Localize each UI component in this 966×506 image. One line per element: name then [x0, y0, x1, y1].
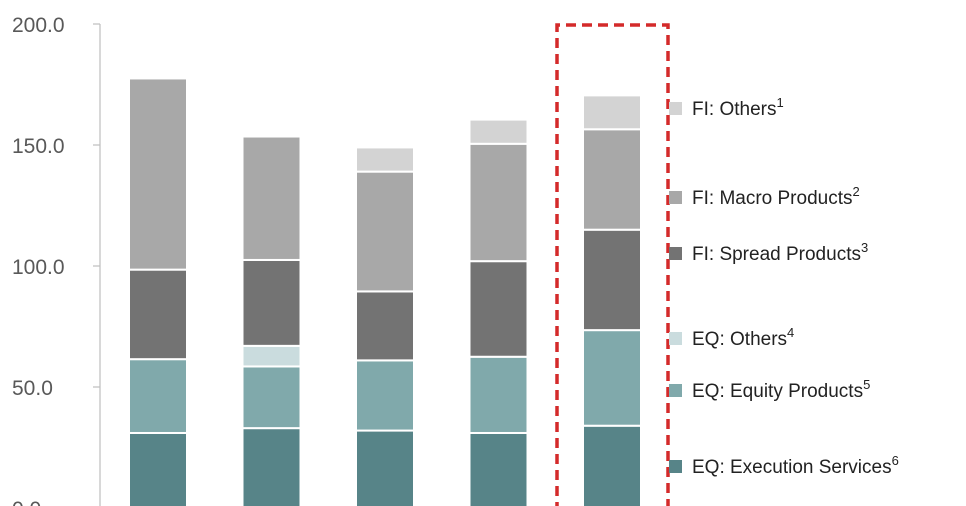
bar-segment — [241, 427, 302, 506]
legend-label: FI: Others1 — [692, 95, 784, 120]
bar-segment — [582, 329, 642, 427]
legend-label: EQ: Equity Products5 — [692, 377, 870, 402]
legend-swatch — [669, 191, 682, 204]
legend-label-text: FI: Macro Products — [692, 188, 853, 209]
bar-segment — [468, 142, 529, 263]
legend-footnote: 3 — [861, 240, 868, 255]
legend-label-text: EQ: Equity Products — [692, 381, 863, 402]
bar-segment — [128, 431, 188, 506]
legend-swatch — [669, 384, 682, 397]
bar-segment — [241, 135, 302, 261]
bar-segment — [241, 344, 302, 368]
y-tick-label: 50.0 — [12, 377, 53, 400]
legend-label: EQ: Others4 — [692, 325, 794, 350]
bar-segment — [128, 77, 188, 271]
legend-footnote: 4 — [787, 325, 794, 340]
legend-label: FI: Spread Products3 — [692, 240, 868, 265]
bar-segment — [468, 118, 529, 145]
bar-segment — [468, 260, 529, 358]
legend-swatch — [669, 247, 682, 260]
bar-segment — [241, 258, 302, 347]
legend-label-text: FI: Others — [692, 99, 776, 120]
highlight-box — [555, 23, 670, 506]
y-tick-label: 100.0 — [12, 256, 65, 279]
legend-label: EQ: Execution Services6 — [692, 453, 899, 478]
legend-swatch — [669, 332, 682, 345]
bar-segment — [128, 358, 188, 434]
bar-segment — [355, 290, 415, 362]
legend-swatch — [669, 460, 682, 473]
legend-swatch — [669, 102, 682, 115]
bar-segment — [582, 228, 642, 332]
bar-segment — [355, 146, 415, 173]
bar-segment — [582, 128, 642, 231]
legend-footnote: 6 — [892, 453, 899, 468]
bar-segment — [355, 359, 415, 432]
bar-segment — [355, 429, 415, 506]
bar-segment — [241, 365, 302, 430]
legend-label-text: EQ: Execution Services — [692, 457, 892, 478]
bar-segment — [468, 431, 529, 506]
y-tick-label: 200.0 — [12, 14, 65, 37]
bar-segment — [355, 170, 415, 293]
bar-segment — [582, 94, 642, 131]
legend-label-text: FI: Spread Products — [692, 244, 861, 265]
bar-segment — [128, 268, 188, 361]
bar-segment — [468, 355, 529, 434]
y-tick-label: 0.0 — [12, 498, 41, 506]
legend-label-text: EQ: Others — [692, 329, 787, 350]
y-tick-label: 150.0 — [12, 135, 65, 158]
bar-segment — [582, 424, 642, 506]
legend-footnote: 1 — [776, 95, 783, 110]
legend-footnote: 2 — [853, 184, 860, 199]
legend-footnote: 5 — [863, 377, 870, 392]
legend-label: FI: Macro Products2 — [692, 184, 860, 209]
